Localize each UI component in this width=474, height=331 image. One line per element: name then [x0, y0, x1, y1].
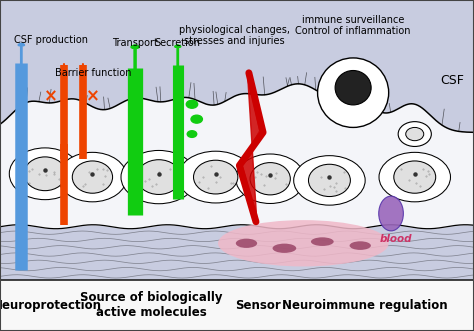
Polygon shape	[242, 73, 260, 222]
Ellipse shape	[406, 127, 424, 141]
Ellipse shape	[24, 157, 66, 191]
Ellipse shape	[318, 58, 389, 127]
Ellipse shape	[236, 154, 304, 204]
Ellipse shape	[273, 244, 296, 253]
Ellipse shape	[218, 220, 389, 266]
Ellipse shape	[250, 163, 290, 195]
Ellipse shape	[398, 122, 431, 146]
Text: Secretion: Secretion	[155, 38, 201, 48]
Ellipse shape	[137, 160, 181, 194]
Text: CSF: CSF	[441, 74, 465, 87]
Text: Source of biologically
active molecules: Source of biologically active molecules	[81, 291, 223, 319]
Ellipse shape	[309, 164, 350, 197]
Ellipse shape	[236, 239, 257, 248]
Circle shape	[191, 115, 202, 123]
Ellipse shape	[311, 237, 334, 246]
Text: Transport: Transport	[112, 38, 158, 48]
Ellipse shape	[379, 152, 450, 202]
Ellipse shape	[9, 148, 81, 200]
Text: Neuroprotection: Neuroprotection	[0, 299, 102, 312]
Ellipse shape	[72, 161, 113, 193]
Ellipse shape	[178, 151, 254, 203]
Ellipse shape	[121, 150, 197, 204]
Circle shape	[187, 131, 197, 137]
Ellipse shape	[193, 160, 238, 194]
Ellipse shape	[394, 161, 436, 193]
Text: Neuroimmune regulation: Neuroimmune regulation	[282, 299, 448, 312]
Text: Sensor: Sensor	[236, 299, 281, 312]
Text: CSF production: CSF production	[14, 35, 88, 45]
Text: ×: ×	[44, 87, 58, 105]
Text: physiological changes,
stresses and injuries: physiological changes, stresses and inju…	[179, 25, 290, 46]
Ellipse shape	[349, 241, 371, 250]
Text: Barrier function: Barrier function	[55, 68, 131, 78]
Circle shape	[186, 100, 198, 108]
Text: immune surveillance
Control of inflammation: immune surveillance Control of inflammat…	[295, 15, 411, 36]
Ellipse shape	[294, 156, 365, 205]
Bar	[0, 280, 474, 331]
Ellipse shape	[379, 196, 403, 231]
Ellipse shape	[58, 152, 127, 202]
Text: ×: ×	[85, 87, 100, 105]
Ellipse shape	[335, 71, 371, 105]
Text: blood: blood	[380, 234, 412, 244]
